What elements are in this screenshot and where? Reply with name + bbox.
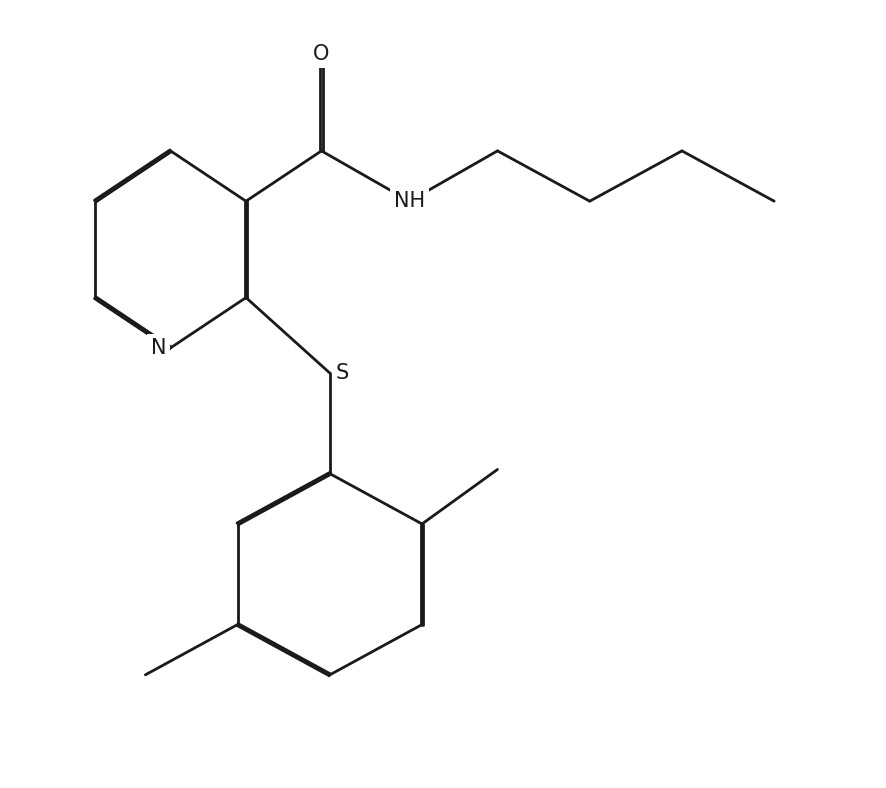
Text: NH: NH	[394, 191, 425, 211]
Text: O: O	[314, 44, 330, 65]
Text: N: N	[151, 338, 167, 358]
Text: S: S	[336, 363, 349, 383]
